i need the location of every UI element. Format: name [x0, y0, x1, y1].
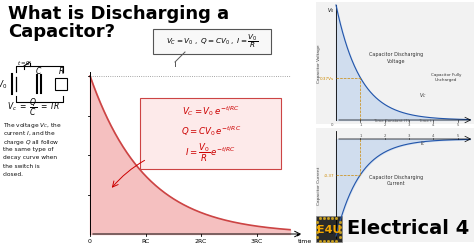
Text: Capacitor Current: Capacitor Current: [317, 166, 321, 204]
Text: $V_0$: $V_0$: [0, 78, 7, 91]
Text: charge $Q$ all follow: charge $Q$ all follow: [3, 137, 60, 146]
Text: $V_C = V_0\,e^{-t/RC}$: $V_C = V_0\,e^{-t/RC}$: [182, 104, 240, 117]
Text: $-I_0$: $-I_0$: [325, 227, 334, 236]
Text: $I_C$: $I_C$: [420, 138, 426, 147]
Text: decay curve when: decay curve when: [3, 154, 57, 159]
Text: Capacitor Discharging
Current: Capacitor Discharging Current: [369, 174, 423, 186]
Text: Capacitor?: Capacitor?: [8, 23, 115, 41]
Text: $R$: $R$: [58, 64, 64, 75]
Text: 0: 0: [331, 122, 333, 127]
Text: -0.37: -0.37: [323, 173, 334, 177]
Text: current $I$, and the: current $I$, and the: [3, 129, 56, 136]
Text: The voltage $V_C$, the: The voltage $V_C$, the: [3, 120, 62, 130]
Text: 3: 3: [408, 134, 410, 137]
Text: Time Constant (T)        Time t: Time Constant (T) Time t: [374, 119, 432, 123]
Text: 2: 2: [383, 122, 386, 127]
Text: 5: 5: [456, 122, 459, 127]
Text: 0.37Vs: 0.37Vs: [320, 76, 334, 80]
Text: 2RC: 2RC: [195, 238, 207, 243]
Text: closed.: closed.: [3, 171, 24, 176]
Bar: [316, 216, 342, 242]
Text: $Q = CV_0\,e^{-t/RC}$: $Q = CV_0\,e^{-t/RC}$: [181, 123, 241, 137]
Text: the same type of: the same type of: [3, 146, 54, 151]
Text: 1: 1: [359, 122, 362, 127]
Text: $V_C = V_0\ ,\ Q = CV_0\ ,\ I = \dfrac{V_0}{R}$: $V_C = V_0\ ,\ Q = CV_0\ ,\ I = \dfrac{V…: [166, 32, 259, 50]
Text: $C$: $C$: [36, 64, 43, 75]
Text: Capacitor Fully
Uncharged: Capacitor Fully Uncharged: [431, 73, 461, 81]
Text: 4: 4: [432, 134, 435, 137]
Bar: [55, 79, 67, 91]
Text: 2: 2: [383, 134, 386, 137]
Text: 0: 0: [88, 238, 92, 243]
Bar: [316, 3, 474, 124]
Text: the switch is: the switch is: [3, 163, 40, 168]
Text: $V_0$: $V_0$: [327, 6, 334, 15]
Text: Capacitor Voltage: Capacitor Voltage: [317, 45, 321, 83]
FancyBboxPatch shape: [154, 29, 272, 54]
Text: Capacitor Discharging
Voltage: Capacitor Discharging Voltage: [369, 52, 423, 63]
Text: RC: RC: [141, 238, 150, 243]
Text: time: time: [298, 238, 312, 243]
Text: $I = \dfrac{V_0}{R}\,e^{-t/RC}$: $I = \dfrac{V_0}{R}\,e^{-t/RC}$: [185, 141, 237, 164]
Bar: [316, 129, 474, 242]
Text: Electrical 4 U: Electrical 4 U: [347, 219, 474, 238]
Text: $t=0$: $t=0$: [17, 59, 31, 67]
Text: 1: 1: [359, 134, 362, 137]
Text: ▶: ▶: [298, 233, 301, 237]
Text: E4U: E4U: [317, 224, 341, 234]
Text: 3RC: 3RC: [250, 238, 263, 243]
Text: What is Discharging a: What is Discharging a: [8, 5, 229, 23]
Text: 3: 3: [408, 122, 410, 127]
Text: $V_c\ =\ \dfrac{Q}{C}\ =\ IR$: $V_c\ =\ \dfrac{Q}{C}\ =\ IR$: [7, 96, 59, 117]
Text: 5: 5: [456, 134, 459, 137]
FancyBboxPatch shape: [140, 98, 282, 169]
Text: 4: 4: [432, 122, 435, 127]
Text: $V_C$: $V_C$: [419, 91, 427, 100]
